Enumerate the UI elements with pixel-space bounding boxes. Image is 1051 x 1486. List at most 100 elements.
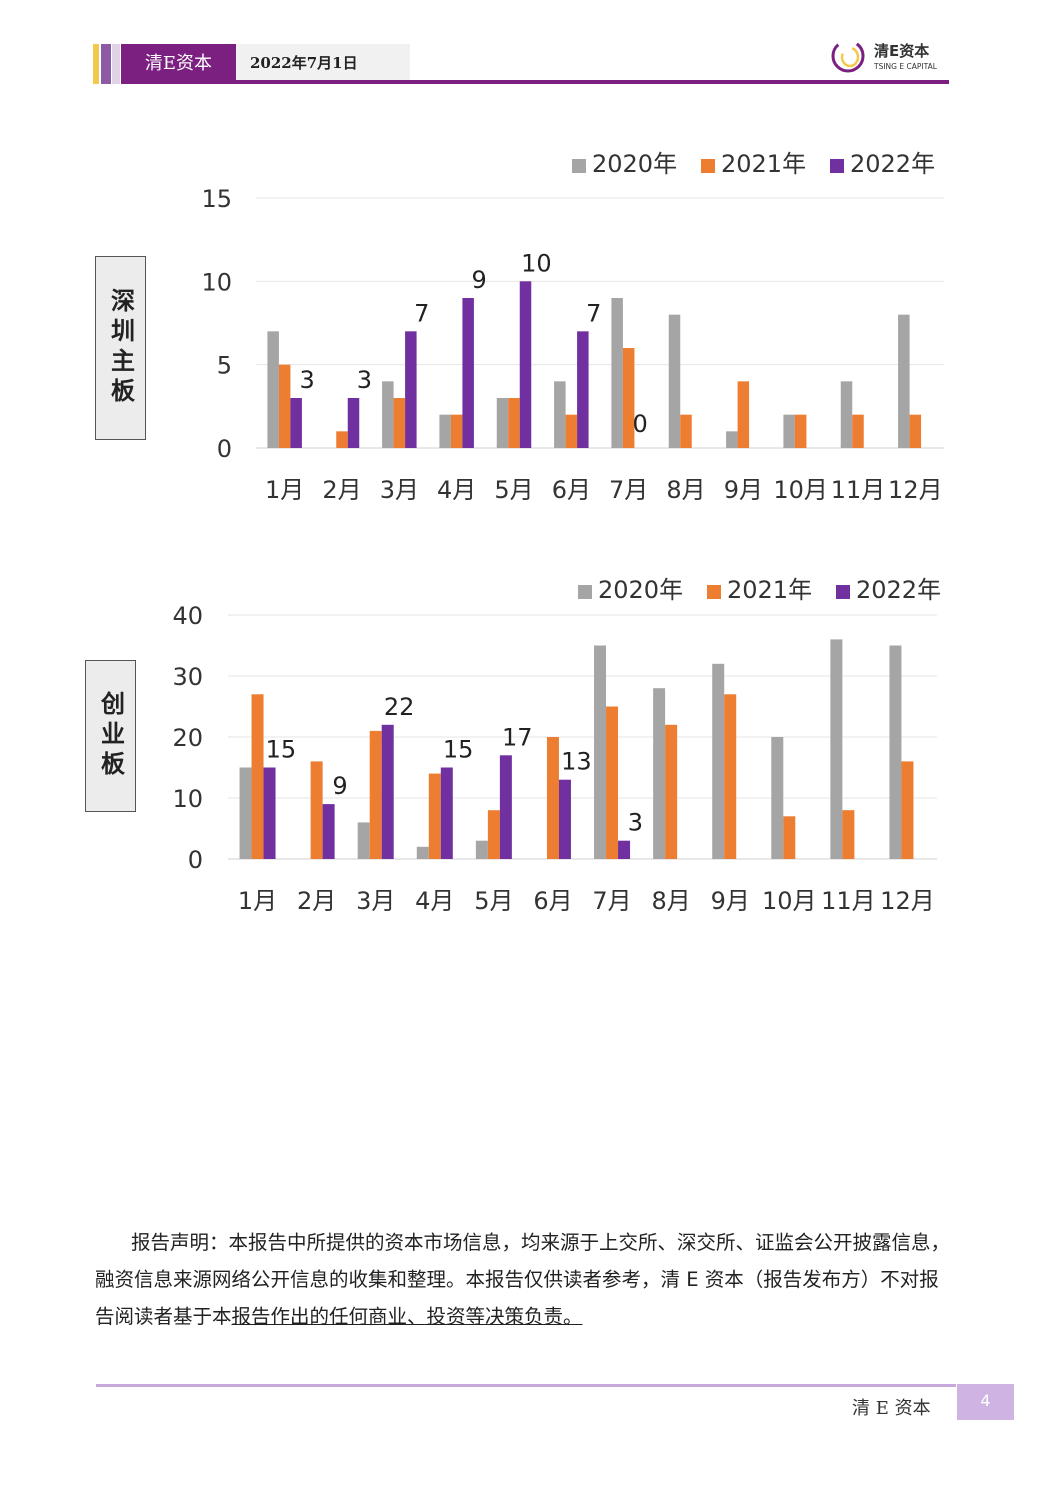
data-label: 3: [299, 366, 314, 394]
data-label: 9: [471, 266, 486, 294]
bar-2022年: [462, 298, 474, 448]
bar-2021年: [901, 761, 914, 859]
legend-swatch: [836, 585, 850, 599]
legend-entry: 2021年: [721, 150, 806, 178]
bar-2022年: [290, 398, 302, 448]
header-rule: [236, 80, 949, 84]
logo-swirl-inner: [840, 46, 860, 68]
bar-2022年: [405, 331, 417, 448]
bar-2021年: [278, 364, 291, 448]
y-tick-label: 20: [172, 724, 203, 752]
bar-2020年: [594, 645, 607, 859]
bar-2020年: [239, 767, 252, 859]
bar-2021年: [909, 414, 922, 448]
data-label: 13: [561, 748, 592, 776]
page-number: 4: [957, 1384, 1014, 1420]
bar-2021年: [737, 381, 750, 448]
x-tick-label: 1月: [265, 476, 304, 504]
bar-2022年: [499, 755, 512, 859]
bar-2020年: [712, 663, 725, 859]
y-tick-label: 5: [217, 352, 232, 380]
x-tick-label: 5月: [474, 887, 513, 915]
bar-2020年: [898, 314, 910, 448]
data-label: 9: [332, 772, 347, 800]
bar-2022年: [577, 331, 589, 448]
x-tick-label: 4月: [415, 887, 454, 915]
bar-2022年: [381, 724, 394, 859]
bar-2021年: [565, 414, 578, 448]
bar-2021年: [724, 694, 737, 859]
bar-2021年: [852, 414, 864, 448]
bar-2021年: [487, 810, 500, 859]
x-tick-label: 10月: [773, 476, 828, 504]
bar-2021年: [369, 730, 382, 859]
legend-swatch: [701, 159, 715, 173]
y-tick-label: 40: [172, 602, 203, 630]
bar-2021年: [665, 724, 678, 859]
chart-label-chinext: 创业板: [85, 660, 136, 812]
y-tick-label: 10: [172, 785, 203, 813]
footer-rule: [96, 1384, 956, 1387]
data-label: 0: [633, 410, 648, 438]
bar-2021年: [251, 694, 264, 859]
legend-entry: 2022年: [850, 150, 935, 178]
x-tick-label: 3月: [356, 887, 395, 915]
data-label: 7: [586, 299, 601, 327]
x-tick-label: 9月: [711, 887, 750, 915]
legend-swatch: [707, 585, 721, 599]
bar-2022年: [263, 767, 276, 859]
bar-2020年: [475, 840, 488, 859]
bar-2021年: [783, 816, 796, 859]
bar-2020年: [668, 314, 681, 448]
bar-2020年: [726, 431, 738, 448]
company-logo: 清E资本 TSING E CAPITAL: [831, 39, 938, 73]
data-label: 7: [414, 299, 429, 327]
bar-2020年: [830, 639, 843, 859]
header-brand: 清E资本: [121, 44, 236, 84]
bar-2022年: [519, 281, 532, 448]
disclaimer-underlined: 报告作出的任何商业、投资等决策负责。: [231, 1305, 583, 1328]
chart-label-shenzhen-main-board: 深圳主板: [95, 256, 146, 440]
bar-2021年: [680, 414, 692, 448]
data-label: 10: [521, 249, 552, 277]
x-tick-label: 7月: [609, 476, 648, 504]
bar-2021年: [508, 398, 520, 448]
data-label: 22: [384, 693, 415, 721]
legend-swatch: [578, 585, 592, 599]
header-accent-lilac: [112, 44, 120, 84]
header-accent-yellow: [93, 44, 99, 84]
footer-brand: 清 E 资本: [852, 1398, 931, 1419]
bar-2022年: [558, 779, 571, 859]
bar-2022年: [618, 840, 631, 859]
x-tick-label: 11月: [821, 887, 876, 915]
bar-2021年: [606, 706, 619, 859]
x-tick-label: 10月: [762, 887, 817, 915]
logo-en: TSING E CAPITAL: [873, 62, 938, 71]
bar-2022年: [347, 398, 360, 448]
bar-2021年: [622, 348, 635, 448]
x-tick-label: 2月: [322, 476, 361, 504]
y-tick-label: 15: [201, 185, 232, 213]
x-tick-label: 3月: [380, 476, 419, 504]
legend-swatch: [830, 159, 844, 173]
legend-entry: 2020年: [598, 576, 683, 604]
bar-2020年: [357, 822, 370, 859]
y-tick-label: 0: [217, 435, 232, 463]
data-label: 3: [628, 809, 643, 837]
bar-2020年: [416, 846, 429, 859]
bar-2022年: [440, 767, 453, 859]
bar-2021年: [310, 761, 323, 859]
x-tick-label: 11月: [831, 476, 886, 504]
x-tick-label: 5月: [494, 476, 533, 504]
chart-shenzhen-main-board: 0 5 10 15 1月 3 2月 3 3月 7 4月 9 5月 10 6月 7 7月 0 8月 9月 10月 11月 12…: [201, 150, 944, 504]
x-tick-label: 6月: [552, 476, 591, 504]
bar-2020年: [267, 331, 279, 448]
y-tick-label: 10: [201, 268, 232, 296]
bar-2020年: [611, 298, 623, 448]
x-tick-label: 2月: [297, 887, 336, 915]
bar-2021年: [546, 737, 559, 859]
legend-entry: 2022年: [856, 576, 941, 604]
data-label: 15: [266, 736, 297, 764]
bar-2021年: [336, 431, 348, 448]
header-accent-purple: [101, 44, 111, 84]
